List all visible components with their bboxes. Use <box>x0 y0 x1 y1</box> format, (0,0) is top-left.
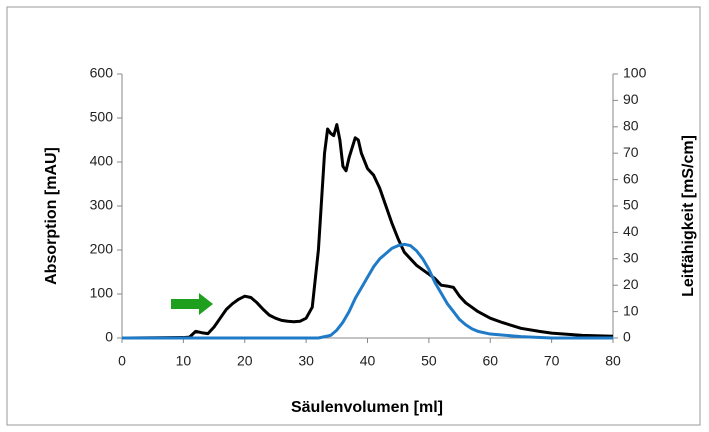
y2-tick-label: 60 <box>623 170 639 186</box>
x-tick-label: 80 <box>605 353 621 369</box>
arrow <box>171 293 213 315</box>
x-tick-label: 10 <box>176 353 192 369</box>
y2-tick-label: 50 <box>623 197 639 213</box>
x-tick-label: 60 <box>482 353 498 369</box>
y2-tick-label: 100 <box>623 65 647 81</box>
x-axis-title: Säulenvolumen [ml] <box>291 399 443 416</box>
y-tick-label: 100 <box>90 285 114 301</box>
y2-tick-label: 30 <box>623 250 639 266</box>
x-tick-label: 70 <box>544 353 560 369</box>
y2-tick-label: 40 <box>623 223 639 239</box>
y-tick-label: 600 <box>90 65 114 81</box>
y2-tick-label: 90 <box>623 91 639 107</box>
y-tick-label: 0 <box>105 329 113 345</box>
x-tick-label: 30 <box>298 353 314 369</box>
x-tick-label: 50 <box>421 353 437 369</box>
y2-axis-title: Leitfähigkeit [mS/cm] <box>680 135 697 297</box>
x-tick-label: 40 <box>360 353 376 369</box>
y-tick-label: 300 <box>90 197 114 213</box>
y2-tick-label: 70 <box>623 144 639 160</box>
y2-tick-label: 20 <box>623 276 639 292</box>
y-tick-label: 400 <box>90 153 114 169</box>
y2-tick-label: 80 <box>623 118 639 134</box>
series-line <box>122 242 613 340</box>
y2-tick-label: 0 <box>623 329 631 345</box>
y-tick-label: 500 <box>90 109 114 125</box>
y-axis-title: Absorption [mAU] <box>43 147 60 285</box>
x-tick-label: 20 <box>237 353 253 369</box>
series-line <box>121 123 614 340</box>
y2-tick-label: 10 <box>623 302 639 318</box>
x-tick-label: 0 <box>118 353 126 369</box>
y-tick-label: 200 <box>90 241 114 257</box>
